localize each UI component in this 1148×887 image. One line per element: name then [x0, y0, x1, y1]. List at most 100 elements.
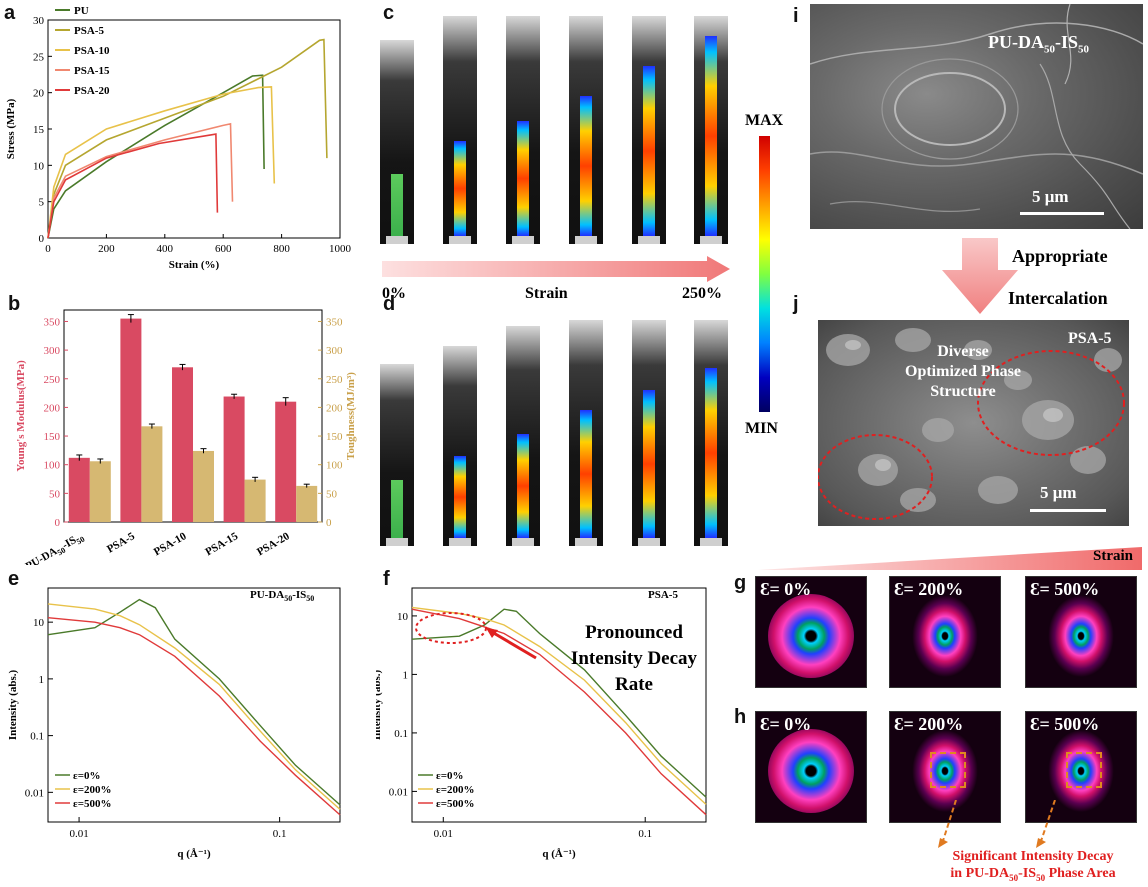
sem-texture-i	[810, 4, 1143, 229]
saxs-frame-g-0: Ɛ= 0%	[755, 576, 867, 688]
dic-grip	[512, 538, 534, 546]
chart-f-series-2	[411, 608, 707, 816]
chart-e-saxs: 0.01 0.1 0.01 0.1 1 10 q (Å⁻¹) Intensity (abs.)…	[7, 587, 341, 860]
panel-label-f: f	[383, 568, 390, 590]
chart-e-xtick-label: 0.01	[69, 828, 88, 840]
colorbar	[759, 136, 770, 412]
chart-f-ytick-label: 1	[403, 669, 409, 681]
panel-label-b: b	[8, 293, 21, 315]
dic-frame	[632, 16, 666, 244]
chart-b-ylabel-right: Toughness(MJ/m³)	[345, 372, 357, 460]
dic-frame	[569, 320, 603, 546]
chart-e-series-1	[47, 603, 341, 810]
chart-b-ytick-right-label: 250	[326, 374, 343, 386]
sem-image-i: PU-DA50-IS50 5 μm	[810, 4, 1143, 229]
chart-b-category-label: PU-DA50-IS50	[24, 530, 87, 565]
sem-j-scale-bar	[1030, 509, 1106, 512]
chart-e-ytick-label: 1	[39, 674, 45, 686]
saxs-frame-label: Ɛ= 0%	[760, 579, 812, 599]
sem-j-highlight-1	[977, 350, 1125, 456]
chart-b-bar-toughness	[296, 485, 318, 522]
legend-text-psa10: PSA-10	[74, 45, 110, 57]
chart-f-legend-2: ε=500%	[436, 798, 474, 810]
dic-grip	[700, 538, 722, 546]
dic-frame	[443, 16, 477, 244]
chart-f-callout-3: Rate	[615, 674, 653, 695]
saxs-frame-h-0: Ɛ= 0%	[755, 711, 867, 823]
panel-label-d: d	[383, 293, 396, 315]
dic-panel-c	[380, 12, 728, 244]
dic-grip	[449, 538, 471, 546]
chart-a-xtick-label: 1000	[329, 243, 352, 255]
dic-frame	[632, 320, 666, 546]
chart-a-legend: PU PSA-5 PSA-10 PSA-15 PSA-20	[55, 5, 110, 97]
sem-i-title: PU-DA50-IS50	[988, 32, 1090, 56]
panel-label-c: c	[383, 2, 395, 24]
chart-a-ytick-label: 5	[39, 197, 45, 209]
chart-b-ytick-left-label: 350	[44, 316, 61, 328]
chart-a-ytick-label: 30	[33, 15, 45, 27]
strain-wedge-g	[758, 547, 1142, 570]
saxs-h-arrows	[938, 800, 1056, 848]
dic-specimen	[643, 390, 655, 538]
strain-arrow-icon	[382, 256, 730, 282]
chart-e-series-2	[47, 617, 341, 816]
chart-e-legend-1: ε=200%	[73, 784, 111, 796]
chart-a-ytick-label: 25	[33, 51, 45, 63]
strain-arrow-c	[382, 256, 732, 286]
chart-b-category-label: PSA-15	[203, 530, 240, 558]
dic-specimen	[705, 368, 717, 538]
saxs-frame-g-1: Ɛ= 200%	[889, 576, 1001, 688]
chart-a-series-psa-5	[47, 38, 328, 239]
sem-j-note: Diverse Optimized Phase Structure	[905, 343, 1021, 400]
dic-specimen	[454, 456, 466, 538]
sem-j-highlight-2	[818, 434, 933, 520]
chart-a-ytick-label: 0	[39, 233, 45, 245]
saxs-pattern	[1040, 730, 1122, 813]
sem-j-scale-label: 5 μm	[1040, 483, 1077, 502]
saxs-frame-label: Ɛ= 200%	[894, 714, 964, 734]
chart-f-xlabel: q (Å⁻¹)	[542, 848, 576, 860]
chart-f-ylabel: Intensity (abs.)	[376, 670, 383, 741]
chart-f-legend: ε=0% ε=200% ε=500%	[418, 770, 474, 810]
chart-f-ytick-label: 0.1	[394, 728, 408, 740]
dic-frame	[506, 326, 540, 546]
chart-f-ytick-label: 10	[397, 611, 409, 623]
chart-b-category-label: PSA-5	[105, 530, 137, 556]
chart-b-bar-toughness	[193, 450, 214, 522]
chart-b-bar-toughness	[244, 479, 266, 522]
dic-panel-d	[380, 314, 728, 546]
sem-j-title: PSA-5	[1068, 330, 1112, 347]
dic-frame	[380, 40, 414, 244]
saxs-pattern	[768, 729, 854, 814]
dic-grip	[700, 236, 722, 244]
chart-e-ylabel: Intensity (abs.)	[7, 670, 19, 741]
chart-a-series-psa-10	[47, 86, 276, 239]
chart-b-category-label: PSA-20	[255, 530, 292, 558]
chart-e-ytick-label: 10	[33, 617, 45, 629]
chart-e-ytick-label: 0.01	[25, 787, 44, 799]
arrow-label-appropriate: Appropriate	[1012, 246, 1108, 266]
dic-frame	[694, 16, 728, 244]
chart-a-xtick-label: 800	[273, 243, 290, 255]
chart-b-ytick-right-label: 350	[326, 316, 343, 328]
dic-grip	[575, 236, 597, 244]
chart-a-ytick-label: 10	[33, 160, 45, 172]
legend-text-psa20: PSA-20	[74, 85, 110, 97]
chart-b-ytick-right-label: 150	[326, 431, 343, 443]
dic-frame	[380, 364, 414, 546]
sem-texture-j	[818, 328, 1125, 520]
chart-a-series-psa-15	[47, 122, 234, 239]
dic-specimen	[580, 410, 592, 538]
dic-grip	[512, 236, 534, 244]
sem-i-scale-bar	[1020, 212, 1104, 215]
saxs-h-caption: Significant Intensity Decay in PU-DA50-I…	[950, 849, 1116, 883]
arrow-label-intercalation: Intercalation	[1008, 288, 1108, 308]
chart-f-legend-0: ε=0%	[436, 770, 463, 782]
chart-a-xtick-label: 0	[45, 243, 51, 255]
saxs-pattern	[1040, 595, 1122, 678]
legend-text-psa5: PSA-5	[74, 25, 104, 37]
chart-b-category-label: PSA-10	[152, 530, 189, 558]
dic-frame	[506, 16, 540, 244]
panel-label-i: i	[793, 5, 799, 27]
